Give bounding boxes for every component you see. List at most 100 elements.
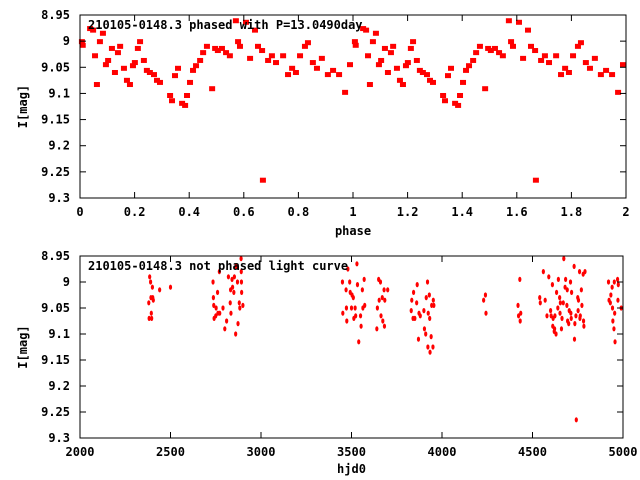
data-point bbox=[211, 279, 215, 285]
data-point bbox=[411, 289, 416, 295]
y-tick-label: 9.15 bbox=[41, 113, 70, 127]
data-point bbox=[330, 67, 337, 73]
data-point bbox=[375, 305, 379, 311]
data-point bbox=[463, 67, 470, 73]
data-point bbox=[547, 274, 551, 280]
data-point bbox=[150, 72, 157, 78]
data-point bbox=[549, 308, 553, 314]
data-point bbox=[354, 313, 358, 319]
data-point bbox=[158, 287, 162, 293]
data-point bbox=[289, 65, 296, 71]
data-point bbox=[218, 310, 222, 316]
data-point bbox=[229, 310, 233, 316]
data-point bbox=[425, 279, 430, 285]
data-point bbox=[455, 102, 462, 108]
data-point bbox=[413, 57, 420, 63]
data-point bbox=[153, 77, 160, 83]
data-point bbox=[215, 289, 220, 295]
data-point bbox=[355, 282, 360, 288]
data-point bbox=[79, 42, 86, 48]
data-point bbox=[336, 72, 343, 78]
data-point bbox=[561, 300, 565, 306]
plot-frame bbox=[79, 255, 624, 439]
data-point bbox=[413, 315, 417, 321]
data-point bbox=[214, 305, 218, 311]
phased-plot: 0 0.2 0.4 0.6 0.8 1 1.2 1.4 1.6 1.8 2 8.95 9 9.05 9.1 9… bbox=[16, 8, 630, 238]
data-point bbox=[541, 53, 548, 59]
data-point bbox=[554, 331, 558, 337]
data-point bbox=[487, 48, 494, 54]
data-point bbox=[423, 72, 430, 78]
data-point bbox=[234, 263, 238, 269]
data-point bbox=[102, 62, 109, 68]
data-point bbox=[440, 92, 447, 98]
unphased-plot: 2000 2500 3000 3500 4000 4500 5000 8.95 9 9.05 9.1… bbox=[16, 249, 637, 476]
data-point bbox=[345, 318, 349, 324]
data-point bbox=[175, 65, 182, 71]
data-point bbox=[344, 305, 349, 311]
data-point bbox=[375, 326, 379, 332]
data-point bbox=[340, 279, 345, 285]
data-point bbox=[574, 43, 581, 49]
data-point bbox=[409, 308, 413, 314]
x-tick-label: 0.6 bbox=[233, 205, 255, 219]
data-point bbox=[123, 77, 130, 83]
data-point bbox=[360, 287, 364, 293]
data-point bbox=[214, 48, 221, 54]
data-point bbox=[460, 79, 467, 85]
y-tick-label: 8.95 bbox=[41, 8, 70, 22]
data-point bbox=[225, 318, 229, 324]
data-point bbox=[301, 43, 308, 49]
data-point bbox=[410, 39, 417, 45]
data-point bbox=[615, 89, 622, 95]
data-point bbox=[484, 310, 488, 316]
data-point bbox=[346, 266, 350, 272]
data-point bbox=[226, 53, 233, 59]
data-point bbox=[355, 261, 359, 267]
data-point bbox=[240, 289, 244, 295]
x-tick-label: 1.2 bbox=[397, 205, 419, 219]
data-point bbox=[387, 50, 394, 56]
data-point bbox=[357, 339, 361, 345]
data-point bbox=[378, 279, 383, 285]
data-point bbox=[562, 65, 569, 71]
data-point bbox=[92, 53, 99, 59]
data-point bbox=[230, 284, 235, 290]
data-point bbox=[476, 43, 483, 49]
data-point bbox=[259, 177, 266, 183]
data-point bbox=[491, 45, 498, 51]
y-tick-label: 9 bbox=[63, 275, 70, 289]
data-point bbox=[515, 19, 522, 25]
data-point bbox=[211, 295, 215, 301]
data-point bbox=[87, 26, 94, 32]
data-point bbox=[148, 279, 153, 285]
data-point bbox=[184, 92, 191, 98]
data-point bbox=[559, 326, 564, 332]
data-point bbox=[375, 62, 382, 68]
data-point bbox=[140, 57, 147, 63]
data-point bbox=[150, 284, 154, 290]
data-point bbox=[619, 62, 626, 68]
x-tick-label: 1.4 bbox=[451, 205, 473, 219]
data-point bbox=[554, 289, 559, 295]
data-point bbox=[597, 72, 604, 78]
data-point bbox=[611, 318, 615, 324]
data-point bbox=[363, 27, 370, 33]
data-point bbox=[304, 40, 311, 46]
data-point bbox=[237, 300, 241, 306]
data-point bbox=[254, 43, 261, 49]
data-point bbox=[445, 73, 452, 79]
data-point bbox=[381, 318, 385, 324]
data-point bbox=[470, 57, 477, 63]
data-point bbox=[613, 310, 617, 316]
data-point bbox=[424, 295, 428, 301]
data-point bbox=[351, 39, 358, 45]
data-point bbox=[268, 53, 275, 59]
y-tick-label: 8.95 bbox=[41, 249, 70, 263]
data-point bbox=[351, 295, 355, 301]
data-point bbox=[582, 323, 586, 329]
data-point bbox=[538, 57, 545, 63]
data-point bbox=[172, 73, 179, 79]
data-point bbox=[238, 305, 242, 311]
data-point bbox=[516, 302, 520, 308]
